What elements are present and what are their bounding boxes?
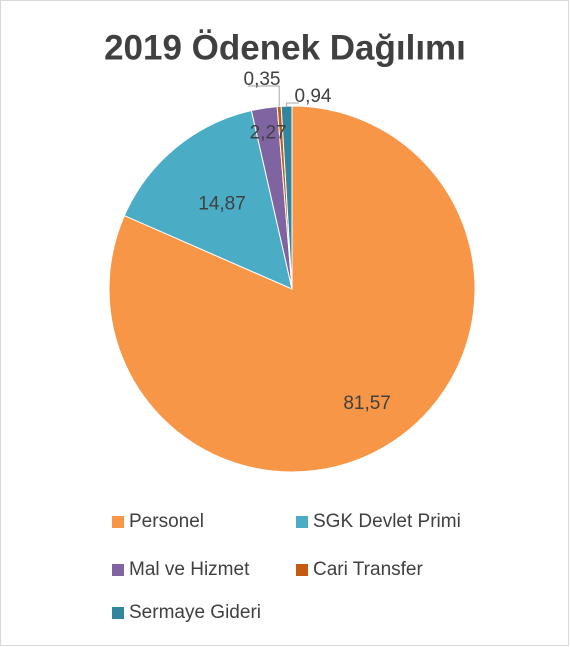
pie-slice bbox=[123, 109, 293, 290]
legend-label: Personel bbox=[129, 511, 204, 532]
legend-label: Mal ve Hizmet bbox=[129, 559, 250, 580]
data-label: 81,57 bbox=[343, 393, 391, 414]
legend-label: Cari Transfer bbox=[313, 559, 423, 580]
legend-swatch bbox=[112, 564, 124, 576]
legend-swatch bbox=[296, 564, 308, 576]
legend-swatch bbox=[112, 607, 124, 619]
legend-label: SGK Devlet Primi bbox=[313, 511, 461, 532]
data-label: 2,27 bbox=[250, 122, 287, 143]
leader-line bbox=[286, 102, 299, 107]
legend-swatch bbox=[296, 516, 308, 528]
legend-label: Sermaye Gideri bbox=[129, 602, 261, 623]
pie-slice bbox=[108, 105, 476, 473]
chart-title: 2019 Ödenek Dağılımı bbox=[104, 28, 466, 67]
data-label: 0,35 bbox=[244, 69, 281, 90]
data-label: 14,87 bbox=[198, 193, 246, 214]
leader-line bbox=[248, 85, 280, 107]
data-label: 0,94 bbox=[295, 86, 332, 107]
legend-swatch bbox=[112, 516, 124, 528]
